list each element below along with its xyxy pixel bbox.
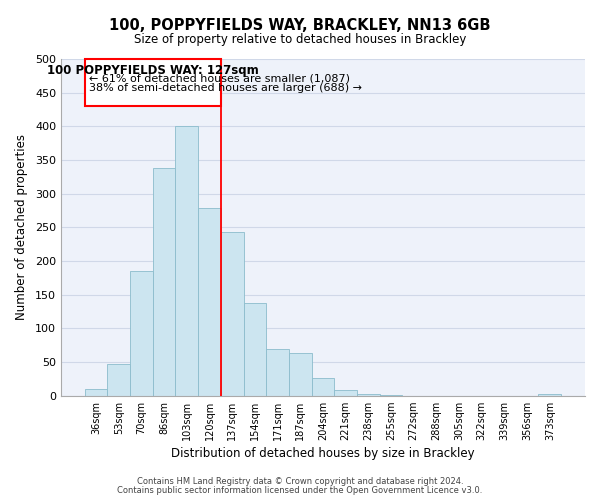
Text: Size of property relative to detached houses in Brackley: Size of property relative to detached ho… xyxy=(134,32,466,46)
Bar xyxy=(198,208,221,396)
Text: 100 POPPYFIELDS WAY: 127sqm: 100 POPPYFIELDS WAY: 127sqm xyxy=(47,64,259,78)
Text: Contains HM Land Registry data © Crown copyright and database right 2024.: Contains HM Land Registry data © Crown c… xyxy=(137,477,463,486)
Y-axis label: Number of detached properties: Number of detached properties xyxy=(15,134,28,320)
Bar xyxy=(85,389,107,396)
Bar xyxy=(266,348,289,396)
Bar xyxy=(357,394,380,396)
Text: ← 61% of detached houses are smaller (1,087): ← 61% of detached houses are smaller (1,… xyxy=(89,73,350,83)
X-axis label: Distribution of detached houses by size in Brackley: Distribution of detached houses by size … xyxy=(171,447,475,460)
Bar xyxy=(130,271,153,396)
Bar xyxy=(244,304,266,396)
Text: Contains public sector information licensed under the Open Government Licence v3: Contains public sector information licen… xyxy=(118,486,482,495)
Text: 100, POPPYFIELDS WAY, BRACKLEY, NN13 6GB: 100, POPPYFIELDS WAY, BRACKLEY, NN13 6GB xyxy=(109,18,491,32)
Bar xyxy=(289,354,311,396)
Bar xyxy=(175,126,198,396)
Bar xyxy=(221,232,244,396)
Bar xyxy=(380,395,403,396)
Bar xyxy=(85,59,221,106)
Bar xyxy=(334,390,357,396)
Text: 38% of semi-detached houses are larger (688) →: 38% of semi-detached houses are larger (… xyxy=(89,82,362,92)
Bar xyxy=(311,378,334,396)
Bar xyxy=(153,168,175,396)
Bar xyxy=(107,364,130,396)
Bar xyxy=(538,394,561,396)
